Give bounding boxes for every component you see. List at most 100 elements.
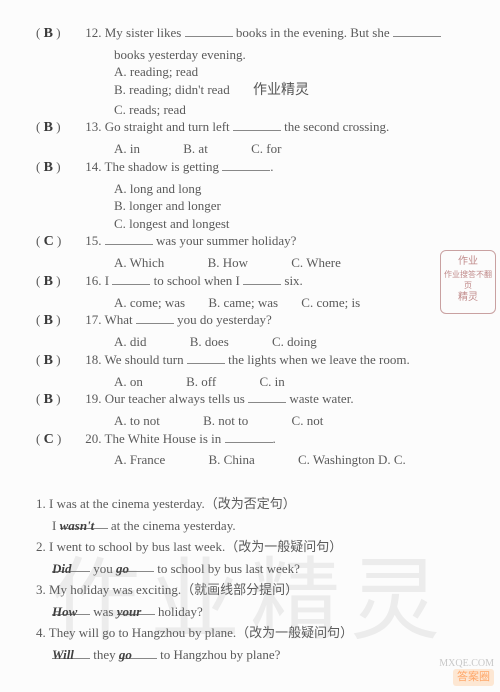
stem-a: We should turn: [105, 352, 187, 367]
q13-choices: A. in B. at C. for: [114, 140, 464, 158]
choice-a: A. on: [114, 373, 143, 391]
stem-b: the lights when we leave the room.: [225, 352, 410, 367]
hand-answer: your: [117, 604, 142, 619]
num: 4.: [36, 625, 46, 640]
blank: [187, 351, 225, 364]
q14-choice-a: A. long and long: [114, 180, 464, 198]
hand-answer: How: [52, 604, 77, 619]
choice-a: A. did: [114, 333, 147, 351]
answer-paren: ( B ): [36, 272, 82, 292]
side-stamp: 作业 作业搜答不翻页 精灵: [440, 250, 496, 314]
q-number: 16.: [85, 273, 101, 288]
s2-line-3: How was your holiday?: [52, 603, 464, 621]
answer-paren: ( C ): [36, 232, 82, 252]
q12-row-b: B. reading; didn't read 作业精灵: [114, 81, 464, 101]
choice-c: C. not: [292, 412, 324, 430]
choice-a: A. Which: [114, 254, 164, 272]
stem-b: books in the evening. But she: [233, 25, 393, 40]
text-a: they: [90, 647, 119, 662]
section-2: 1. I was at the cinema yesterday.（改为否定句）…: [36, 495, 464, 663]
hand-answer: wasn't: [60, 518, 95, 533]
q-number: 13.: [85, 119, 101, 134]
stem-c: six.: [281, 273, 303, 288]
s2-item-4: 4. They will go to Hangzhou by plane.（改为…: [36, 624, 464, 642]
stamp-l3: 精灵: [441, 291, 495, 305]
choice-b: B. China: [209, 451, 255, 469]
choice-c: C. Where: [291, 254, 341, 272]
answer: B: [44, 353, 53, 368]
q12: ( B ) 12. My sister likes books in the e…: [36, 24, 464, 44]
answer-paren: ( C ): [36, 430, 82, 450]
stem-b: to school when I: [150, 273, 243, 288]
choice-a: A. France: [114, 451, 165, 469]
choice-b: B. How: [208, 254, 248, 272]
q14: ( B ) 14. The shadow is getting .: [36, 158, 464, 178]
prompt: They will go to Hangzhou by plane.（改为一般疑…: [49, 625, 353, 640]
prompt: My holiday was exciting.（就画线部分提问）: [49, 582, 298, 597]
prompt: I went to school by bus last week.（改为一般疑…: [49, 539, 342, 554]
blank: [393, 24, 441, 37]
text-a: was: [90, 604, 117, 619]
q17-choices: A. did B. does C. doing: [114, 333, 464, 351]
stem-b: was your summer holiday?: [153, 233, 297, 248]
q14-choice-c: C. longest and longest: [114, 215, 464, 233]
answer: C: [44, 432, 54, 447]
q18: ( B ) 18. We should turn the lights when…: [36, 351, 464, 371]
stem-a: My sister likes: [105, 25, 185, 40]
choice-c: C. come; is: [301, 294, 360, 312]
text-b: at the cinema yesterday.: [108, 518, 236, 533]
blank: [233, 119, 281, 132]
choice-a: A. in: [114, 140, 140, 158]
s2-line-1: I wasn't at the cinema yesterday.: [52, 517, 464, 535]
q19: ( B ) 19. Our teacher always tells us wa…: [36, 390, 464, 410]
answer: B: [44, 160, 53, 175]
answer: C: [44, 234, 54, 249]
stem-a: The White House is in: [105, 431, 225, 446]
stamp-l2: 作业搜答不翻页: [441, 269, 495, 291]
handwritten-annotation: 作业精灵: [253, 83, 309, 98]
answer-paren: ( B ): [36, 24, 82, 44]
num: 3.: [36, 582, 46, 597]
q-number: 20.: [85, 431, 101, 446]
stem-b: .: [273, 431, 276, 446]
q14-choice-b: B. longer and longer: [114, 197, 464, 215]
q12-choice-c: C. reads; read: [114, 101, 464, 119]
blank: go: [116, 560, 154, 573]
s2-line-2: Did you go to school by bus last week?: [52, 560, 464, 578]
q-number: 15.: [85, 233, 101, 248]
q15: ( C ) 15. was your summer holiday?: [36, 232, 464, 252]
s2-line-4: Will they go to Hangzhou by plane?: [52, 646, 464, 664]
corner-mark-domain: MXQE.COM: [439, 657, 494, 671]
q-number: 12.: [85, 25, 101, 40]
text-a: you: [90, 561, 116, 576]
q12-choice-a: A. reading; read: [114, 63, 464, 81]
q20: ( C ) 20. The White House is in .: [36, 430, 464, 450]
stem-a: What: [105, 312, 136, 327]
q17: ( B ) 17. What you do yesterday?: [36, 311, 464, 331]
answer-paren: ( B ): [36, 390, 82, 410]
q12-choice-b: B. reading; didn't read: [114, 82, 230, 97]
q15-choices: A. Which B. How C. Where: [114, 254, 464, 272]
q-number: 17.: [85, 312, 101, 327]
q13: ( B ) 13. Go straight and turn left the …: [36, 118, 464, 138]
answer: B: [44, 392, 53, 407]
blank: [243, 272, 281, 285]
choice-c: C. doing: [272, 333, 317, 351]
answer: B: [44, 26, 53, 41]
blank: How: [52, 603, 90, 616]
s2-item-1: 1. I was at the cinema yesterday.（改为否定句）: [36, 495, 464, 513]
blank: Will: [52, 646, 90, 659]
blank: go: [119, 646, 157, 659]
q16-choices: A. come; was B. came; was C. come; is: [114, 294, 464, 312]
blank: [248, 390, 286, 403]
corner-mark: 答案圈: [453, 669, 494, 686]
stem-b: waste water.: [286, 391, 354, 406]
stem-b: the second crossing.: [281, 119, 389, 134]
q16: ( B ) 16. I to school when I six.: [36, 272, 464, 292]
q-number: 18.: [85, 352, 101, 367]
answer: B: [44, 313, 53, 328]
blank: [185, 24, 233, 37]
choice-a: A. come; was: [114, 294, 185, 312]
stem: My sister likes books in the evening. Bu…: [105, 25, 441, 40]
choice-c: C. in: [260, 373, 285, 391]
